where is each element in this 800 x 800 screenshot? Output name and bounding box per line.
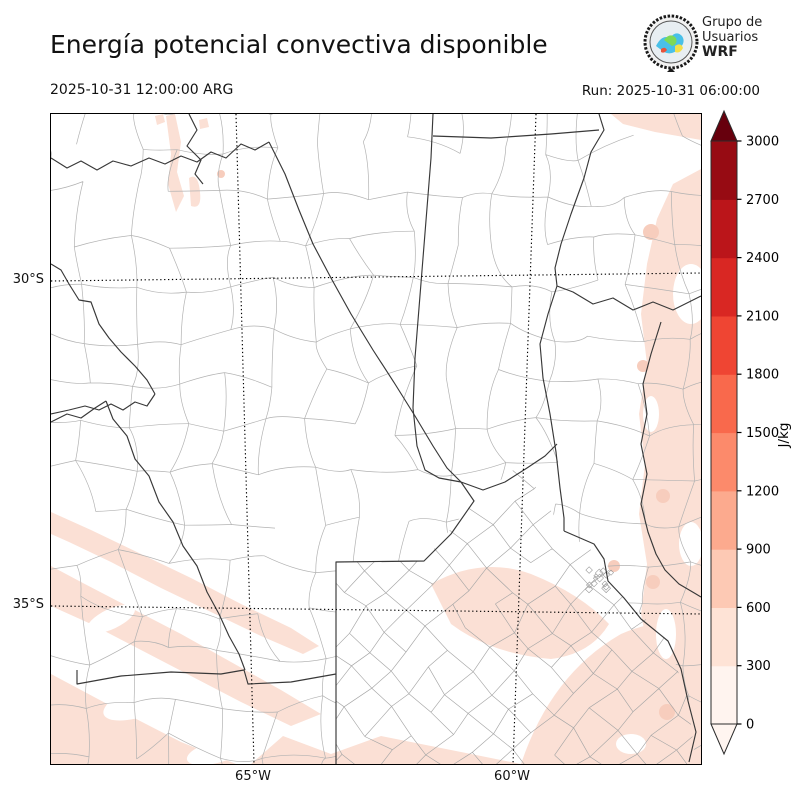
colorbar-tick-label: 900 <box>746 543 771 558</box>
colorbar-tick-label: 2100 <box>746 309 779 324</box>
colorbar-tick-label: 1500 <box>746 426 779 441</box>
logo-text: Grupo de Usuarios WRF <box>702 15 762 60</box>
lon-tick-65w: 65°W <box>235 769 271 784</box>
lat-tick-35s: 35°S <box>12 597 44 612</box>
colorbar-tick-label: 3000 <box>746 135 779 150</box>
lon-tick-60w: 60°W <box>494 769 530 784</box>
logo-globe-icon <box>643 14 699 72</box>
logo-line-2: Usuarios <box>702 30 759 45</box>
wrf-logo: Grupo de Usuarios WRF <box>642 12 794 74</box>
logo-line-1: Grupo de <box>702 15 763 30</box>
run-time-label: Run: 2025-10-31 06:00:00 <box>581 83 760 99</box>
map-canvas <box>50 113 702 765</box>
valid-time-label: 2025-10-31 12:00:00 ARG <box>50 82 234 98</box>
plot-title: Energía potencial convectiva disponible <box>50 30 548 59</box>
colorbar-unit-label: J/kg <box>776 423 792 449</box>
colorbar-tick-label: 1800 <box>746 368 779 383</box>
colorbar-tick-label: 0 <box>746 718 754 733</box>
map-drawing <box>51 114 701 764</box>
colorbar-tick-label: 2700 <box>746 193 779 208</box>
colorbar-tick-label: 2400 <box>746 251 779 266</box>
logo-line-3: WRF <box>702 44 738 60</box>
colorbar: 30002700240021001800150012009006003000J/… <box>710 109 792 756</box>
lat-tick-30s: 30°S <box>12 272 44 287</box>
colorbar-tick-label: 1200 <box>746 484 779 499</box>
colorbar-tick-label: 600 <box>746 601 771 616</box>
colorbar-tick-label: 300 <box>746 659 771 674</box>
